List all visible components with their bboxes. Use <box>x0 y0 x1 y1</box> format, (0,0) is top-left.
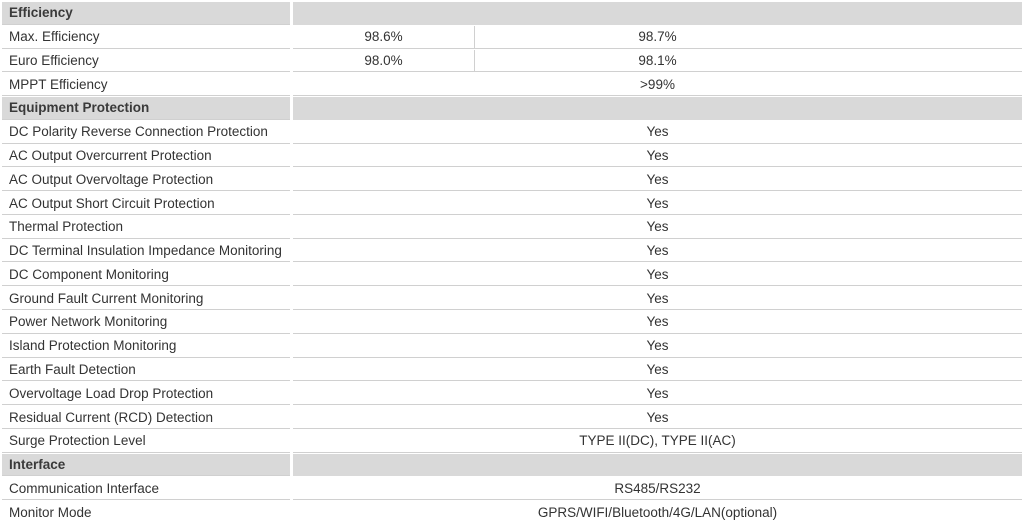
row-label: Overvoltage Load Drop Protection <box>2 382 290 406</box>
section-band <box>293 97 1022 120</box>
row-label-text: AC Output Short Circuit Protection <box>9 195 215 211</box>
row-label-text: AC Output Overcurrent Protection <box>9 148 212 163</box>
value-cell-text: Yes <box>646 243 669 259</box>
value-cell: Yes <box>293 121 1022 144</box>
row-label: DC Terminal Insulation Impedance Monitor… <box>2 240 290 263</box>
value-cell: Yes <box>293 240 1022 263</box>
value-cell-text: Yes <box>646 361 669 377</box>
value-cell-text: GPRS/WIFI/Bluetooth/4G/LAN(optional) <box>537 504 778 520</box>
section-title: Equipment Protection <box>2 97 290 120</box>
value-cell-text: Yes <box>646 385 669 401</box>
row-label-text: Power Network Monitoring <box>9 314 168 330</box>
value-cell-text: Yes <box>646 124 669 140</box>
value-cell: Yes <box>293 335 1022 358</box>
value-cell-text: 98.0% <box>364 52 403 68</box>
row-label: AC Output Overcurrent Protection <box>2 145 290 168</box>
value-cell: Yes <box>293 192 1022 215</box>
value-cell: Yes <box>293 287 1022 311</box>
section-band <box>293 453 1022 477</box>
value-cell: >99% <box>293 73 1022 97</box>
section-title-text: Efficiency <box>9 5 73 21</box>
value-cell: Yes <box>293 406 1022 429</box>
row-label: AC Output Overvoltage Protection <box>2 168 290 192</box>
value-cell-text: RS485/RS232 <box>614 480 701 496</box>
row-label: Monitor Mode <box>2 501 290 523</box>
row-label: DC Polarity Reverse Connection Protectio… <box>2 121 290 144</box>
row-label: Ground Fault Current Monitoring <box>2 287 290 311</box>
value-cell-text: Yes <box>646 409 669 425</box>
row-label: Max. Efficiency <box>2 26 290 49</box>
value-cell: Yes <box>293 168 1022 192</box>
row-label: Earth Fault Detection <box>2 359 290 382</box>
section-title: Interface <box>2 453 290 477</box>
section-title-text: Interface <box>9 457 66 473</box>
row-label-text: Max. Efficiency <box>9 29 100 45</box>
value-cell: 98.6% <box>293 25 475 49</box>
row-label-text: Overvoltage Load Drop Protection <box>9 385 214 401</box>
row-label-text: Communication Interface <box>9 480 160 496</box>
row-label-text: Ground Fault Current Monitoring <box>9 290 204 306</box>
value-cell: Yes <box>293 382 1022 406</box>
row-label-text: MPPT Efficiency <box>9 76 108 92</box>
value-cell-text: Yes <box>646 314 669 330</box>
value-cell: 98.7% <box>475 26 1022 49</box>
row-label-text: Euro Efficiency <box>9 52 99 68</box>
row-label-text: Monitor Mode <box>9 504 92 520</box>
value-cell: 98.0% <box>293 49 475 73</box>
row-label-text: Residual Current (RCD) Detection <box>9 409 214 425</box>
row-label: Communication Interface <box>2 477 290 501</box>
value-cell: TYPE II(DC), TYPE II(AC) <box>293 430 1022 453</box>
value-cell: 98.1% <box>475 50 1022 73</box>
row-label-text: Earth Fault Detection <box>9 361 136 377</box>
row-label-text: DC Polarity Reverse Connection Protectio… <box>9 124 268 140</box>
row-label: Euro Efficiency <box>2 50 290 73</box>
value-cell: Yes <box>293 145 1022 168</box>
value-cell-text: 98.6% <box>364 29 403 45</box>
row-label-text: Island Protection Monitoring <box>9 338 177 354</box>
row-label: Residual Current (RCD) Detection <box>2 406 290 429</box>
row-label-text: Thermal Protection <box>9 219 124 235</box>
value-cell-text: 98.7% <box>638 29 677 45</box>
value-cell-text: Yes <box>646 195 669 211</box>
value-cell: Yes <box>293 359 1022 382</box>
row-label: Surge Protection Level <box>2 430 290 453</box>
row-label: AC Output Short Circuit Protection <box>2 192 290 215</box>
value-cell: Yes <box>293 264 1022 287</box>
row-label-text: AC Output Overvoltage Protection <box>9 171 214 187</box>
value-cell-text: Yes <box>646 338 669 354</box>
value-cell: Yes <box>293 311 1022 334</box>
row-label-text: DC Terminal Insulation Impedance Monitor… <box>9 243 282 259</box>
row-label: MPPT Efficiency <box>2 73 290 97</box>
section-title: Efficiency <box>2 2 290 25</box>
value-cell-text: TYPE II(DC), TYPE II(AC) <box>579 433 736 449</box>
row-label-text: DC Component Monitoring <box>9 266 169 282</box>
value-cell-text: Yes <box>646 171 669 187</box>
value-cell-text: 98.1% <box>638 52 677 68</box>
value-cell: RS485/RS232 <box>293 477 1022 501</box>
row-label: Power Network Monitoring <box>2 311 290 334</box>
row-label: Island Protection Monitoring <box>2 335 290 358</box>
row-label: DC Component Monitoring <box>2 264 290 287</box>
value-cell-text: Yes <box>646 148 669 163</box>
section-title-text: Equipment Protection <box>9 100 150 116</box>
value-cell-text: >99% <box>640 76 675 92</box>
value-cell-text: Yes <box>646 219 669 235</box>
value-cell: Yes <box>293 216 1022 239</box>
value-cell-text: Yes <box>646 266 669 282</box>
value-cell-text: Yes <box>646 290 669 306</box>
section-band <box>293 2 1022 25</box>
row-label: Thermal Protection <box>2 216 290 239</box>
value-cell: GPRS/WIFI/Bluetooth/4G/LAN(optional) <box>293 501 1022 523</box>
row-label-text: Surge Protection Level <box>9 433 146 449</box>
